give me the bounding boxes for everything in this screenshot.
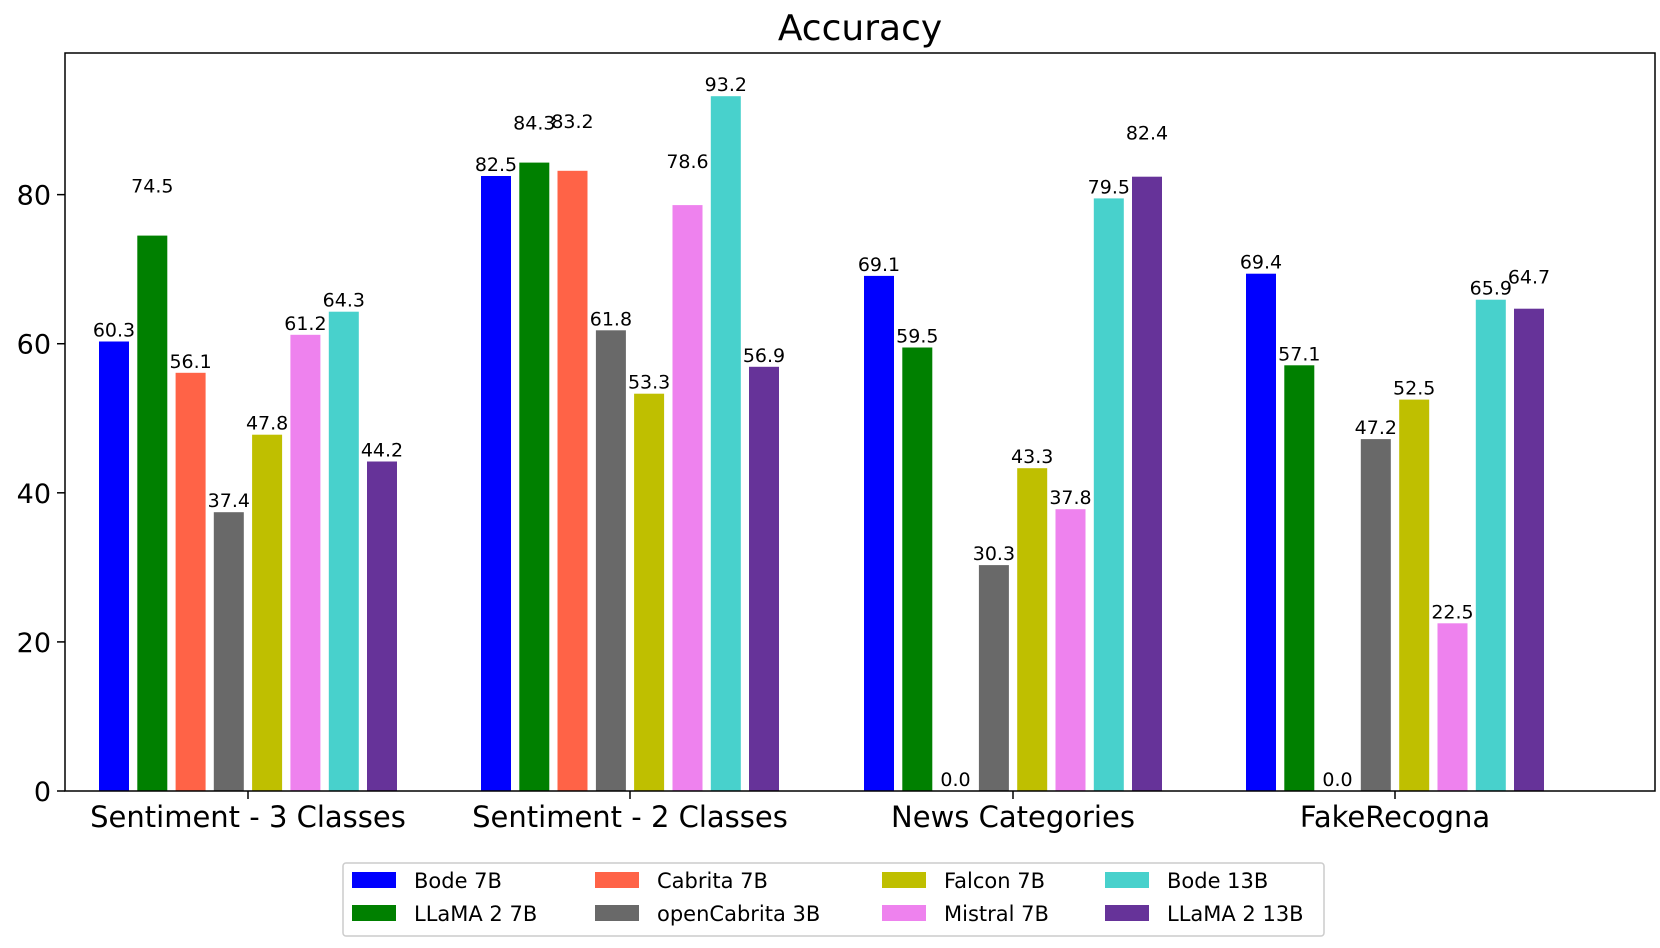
legend-swatch (1105, 872, 1149, 888)
value-label-0-3: 69.4 (1240, 252, 1282, 274)
bar-0-3 (1246, 273, 1276, 791)
bar-1-0 (137, 235, 168, 792)
legend-label: Bode 13B (1167, 869, 1268, 893)
value-label-5-1: 78.6 (666, 151, 708, 173)
legend-swatch (1105, 905, 1149, 921)
value-label-6-3: 65.9 (1470, 278, 1512, 300)
bar-3-0 (213, 512, 244, 791)
legend-box (342, 862, 1325, 937)
bar-0-0 (99, 341, 129, 791)
value-label-2-1: 83.2 (551, 111, 593, 133)
legend-swatch (352, 905, 396, 921)
bar-5-2 (1055, 509, 1086, 791)
bar-5-0 (290, 334, 321, 791)
value-label-7-0: 44.2 (361, 440, 403, 462)
bar-4-3 (1399, 399, 1430, 791)
value-label-7-1: 56.9 (743, 345, 785, 367)
bar-6-0 (328, 311, 359, 791)
y-tick-label: 20 (17, 628, 51, 659)
bar-3-1 (595, 330, 626, 791)
bar-4-1 (634, 393, 665, 791)
value-label-7-2: 82.4 (1126, 123, 1168, 145)
bar-1-3 (1284, 365, 1315, 791)
x-axis: Sentiment - 3 Classes Sentiment - 2 Class… (90, 791, 1490, 834)
y-axis: 0 20 40 60 80 (17, 181, 65, 808)
value-label-1-1: 84.3 (513, 113, 555, 135)
value-label-2-0: 56.1 (169, 351, 211, 373)
value-label-3-3: 47.2 (1355, 417, 1397, 439)
bar-2-1 (557, 170, 588, 792)
y-tick-label: 0 (34, 777, 51, 808)
bar-0-2 (864, 275, 894, 791)
legend-label: Mistral 7B (944, 902, 1049, 926)
value-label-2-3: 0.0 (1322, 769, 1352, 791)
legend-label: Cabrita 7B (657, 869, 768, 893)
value-label-4-2: 43.3 (1011, 446, 1053, 468)
bar-7-3 (1514, 308, 1544, 791)
value-label-0-1: 82.5 (475, 154, 517, 176)
x-tick-label: News Categories (891, 800, 1135, 834)
value-label-6-0: 64.3 (323, 290, 365, 312)
legend: Bode 7B LLaMA 2 7B Cabrita 7B openCabrita 3… (342, 862, 1325, 937)
y-tick-label: 60 (17, 330, 51, 361)
value-label-1-3: 57.1 (1278, 343, 1320, 365)
bar-2-0 (175, 372, 206, 791)
legend-label: Falcon 7B (944, 869, 1045, 893)
bar-7-1 (749, 366, 779, 791)
value-label-6-1: 93.2 (705, 74, 747, 96)
bar-3-3 (1360, 439, 1391, 791)
x-tick-label: Sentiment - 3 Classes (90, 800, 406, 834)
bar-6-3 (1475, 299, 1506, 791)
y-tick-label: 80 (17, 181, 51, 212)
bar-6-1 (710, 96, 741, 791)
value-label-4-1: 53.3 (628, 372, 670, 394)
value-label-0-2: 69.1 (858, 254, 900, 276)
bar-6-2 (1093, 198, 1124, 791)
value-label-1-0: 74.5 (131, 176, 173, 198)
chart-title: Accuracy (778, 8, 942, 49)
bar-5-3 (1437, 623, 1468, 791)
x-tick-label: Sentiment - 2 Classes (472, 800, 788, 834)
value-label-7-3: 64.7 (1508, 267, 1550, 289)
bar-1-2 (902, 347, 933, 791)
value-label-5-2: 37.8 (1049, 487, 1091, 509)
value-label-4-3: 52.5 (1393, 378, 1435, 400)
bar-7-0 (367, 461, 397, 791)
value-label-5-0: 61.2 (284, 313, 326, 335)
x-tick-label: FakeRecogna (1300, 800, 1490, 834)
value-label-6-2: 79.5 (1088, 176, 1130, 198)
plot-frame (64, 52, 1656, 792)
value-label-5-3: 22.5 (1431, 601, 1473, 623)
bar-3-2 (978, 565, 1009, 791)
legend-swatch (882, 872, 926, 888)
legend-label: LLaMA 2 7B (414, 902, 537, 926)
value-label-4-0: 47.8 (246, 413, 288, 435)
value-label-2-2: 0.0 (940, 769, 970, 791)
bar-4-2 (1017, 468, 1048, 791)
bar-1-1 (519, 162, 550, 792)
y-tick-label: 40 (17, 479, 51, 510)
value-label-0-0: 60.3 (93, 320, 135, 342)
bar-4-0 (252, 434, 283, 791)
value-label-1-2: 59.5 (896, 326, 938, 348)
bar-5-1 (672, 205, 703, 792)
legend-swatch (595, 872, 639, 888)
legend-swatch (882, 905, 926, 921)
value-label-3-1: 61.8 (590, 308, 632, 330)
legend-swatch (352, 872, 396, 888)
bar-7-2 (1132, 176, 1162, 791)
bar-0-1 (481, 176, 511, 791)
legend-swatch (595, 905, 639, 921)
legend-label: LLaMA 2 13B (1167, 902, 1304, 926)
value-labels-layer: 60.3 82.5 69.1 69.4 74.5 84.3 59.5 57.1 56.1 83.2… (93, 74, 1550, 791)
value-label-3-2: 30.3 (973, 543, 1015, 565)
value-label-3-0: 37.4 (208, 490, 250, 512)
legend-label: openCabrita 3B (657, 902, 820, 926)
bars-layer (99, 96, 1544, 792)
legend-label: Bode 7B (414, 869, 502, 893)
